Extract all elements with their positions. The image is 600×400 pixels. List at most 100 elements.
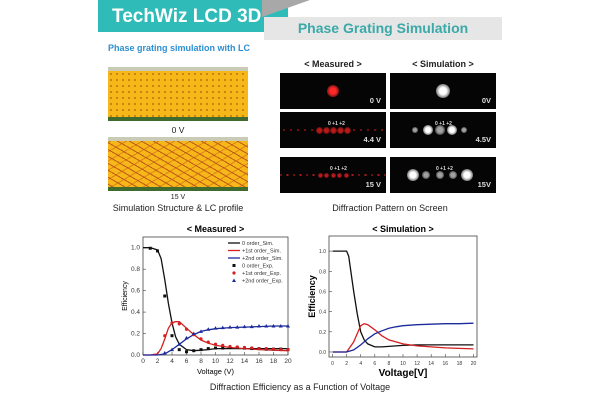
series-line — [332, 323, 474, 353]
x-axis-label: Voltage[V] — [379, 368, 428, 379]
data-point — [249, 324, 254, 329]
data-point — [264, 346, 268, 351]
diffraction-spot — [279, 173, 283, 177]
diffraction-spot — [327, 85, 339, 97]
data-point — [220, 325, 225, 330]
chart-title: < Simulation > — [372, 224, 434, 234]
diffraction-spot — [296, 128, 300, 132]
simulation-pattern-15v: 0 +1 +2 15V — [390, 157, 496, 193]
diffraction-spot — [351, 173, 354, 177]
efficiency-caption: Diffraction Efficiency as a Function of … — [209, 382, 391, 392]
voltage-label: 15V — [477, 180, 491, 189]
structure-caption: Simulation Structure & LC profile — [112, 203, 244, 213]
data-point — [221, 346, 225, 350]
diffraction-spot — [449, 171, 457, 179]
data-point — [177, 322, 181, 326]
y-tick-label: 0.0 — [319, 350, 326, 356]
y-tick-label: 0.2 — [319, 330, 326, 336]
diffraction-spot — [292, 173, 296, 177]
diffraction-spot — [461, 169, 473, 181]
data-point — [192, 349, 196, 353]
simulation-pattern-0v: 0V — [390, 73, 496, 109]
data-point — [199, 329, 203, 333]
x-tick-label: 20 — [284, 358, 292, 365]
data-point — [235, 325, 240, 329]
diffraction-spot — [352, 128, 356, 132]
series-line — [143, 321, 289, 356]
order-labels: 0 +1 +2 — [436, 166, 453, 172]
data-point — [221, 343, 225, 347]
y-tick-label: 1.0 — [319, 249, 326, 255]
data-point — [177, 348, 181, 352]
diffraction-spot — [322, 126, 330, 134]
diffraction-spot — [364, 173, 367, 177]
diffraction-spot — [359, 128, 363, 132]
diffraction-spot — [370, 173, 374, 177]
order-labels: 0 +1 +2 — [328, 121, 345, 127]
legend-label: +2nd order_Sim. — [242, 256, 283, 262]
x-tick-label: 14 — [241, 358, 249, 365]
diffraction-spot — [407, 169, 419, 181]
diffraction-spot — [380, 128, 384, 132]
data-point — [250, 346, 254, 350]
section-subtitle: Phase grating simulation with LC — [108, 43, 251, 53]
x-tick-label: 0 — [331, 361, 334, 367]
plot-frame — [328, 235, 478, 358]
diffraction-spot — [289, 128, 293, 132]
diffraction-spot — [436, 84, 450, 98]
brand-banner: TechWiz LCD 3D — [98, 0, 288, 32]
lc-label-0v: 0 V — [171, 125, 185, 135]
diffraction-spot — [286, 173, 289, 177]
data-point — [286, 348, 290, 352]
measured-pattern-4.4v: 0 +1 +2 4.4 V — [280, 112, 386, 148]
diffraction-spot — [343, 172, 349, 178]
x-tick-label: 18 — [457, 361, 463, 367]
measured-pattern-15v: 0 +1 +2 15 V — [279, 157, 387, 193]
diffraction-spot — [436, 171, 444, 179]
x-tick-label: 12 — [414, 361, 420, 367]
data-point — [177, 342, 182, 346]
diffraction-spot — [435, 125, 445, 135]
y-tick-label: 0.6 — [319, 289, 326, 295]
banner-accent — [262, 0, 310, 17]
legend-label: 0 order_Sim. — [242, 241, 274, 247]
data-point — [156, 249, 159, 253]
data-point — [228, 344, 232, 349]
data-point — [184, 335, 189, 340]
x-tick-label: 8 — [199, 358, 203, 365]
x-tick-label: 4 — [170, 358, 174, 365]
x-tick-label: 6 — [373, 361, 376, 367]
data-point — [213, 342, 218, 346]
simulation-efficiency-chart: < Simulation > 0 2 4 6 8 10 12 14 16 18 20 0.0 0.2 0.4… — [307, 224, 478, 379]
data-point — [206, 347, 210, 351]
data-point — [148, 246, 152, 250]
legend-label: +1st order_Exp. — [242, 271, 281, 277]
x-tick-label: 14 — [428, 361, 434, 367]
x-tick-label: 4 — [359, 361, 362, 367]
x-tick-label: 2 — [345, 361, 348, 367]
data-point — [264, 324, 269, 328]
data-point — [170, 347, 174, 352]
y-tick-label: 0.8 — [131, 266, 140, 273]
x-axis-label: Voltage (V) — [197, 367, 235, 376]
diffraction-spot — [447, 125, 457, 135]
measured-efficiency-chart: < Measured > 0 2 4 6 8 10 12 14 16 18 20 0.0 0.2 0.4 0.… — [122, 224, 292, 376]
voltage-label: 0V — [481, 96, 491, 105]
x-tick-label: 12 — [226, 358, 234, 365]
simulation-pattern-4.5v: 0 +1 +2 4.5V — [390, 112, 496, 148]
legend-swatch — [232, 264, 236, 267]
lc-label-15v: 15 V — [170, 194, 186, 201]
data-point — [257, 324, 261, 328]
diffraction-spot — [422, 171, 430, 179]
y-tick-label: 0.8 — [319, 269, 326, 275]
diffraction-spot — [315, 126, 323, 134]
diffraction-caption: Diffraction Pattern on Screen — [332, 203, 448, 213]
measured-column-title: < Measured > — [304, 59, 362, 69]
diffraction-spot — [373, 128, 377, 132]
diffraction-spot — [366, 128, 370, 132]
lc-profile-0v — [108, 67, 248, 121]
diffraction-spot — [412, 127, 418, 133]
data-point — [286, 324, 290, 328]
data-point — [191, 331, 196, 336]
diffraction-spot — [310, 128, 314, 132]
